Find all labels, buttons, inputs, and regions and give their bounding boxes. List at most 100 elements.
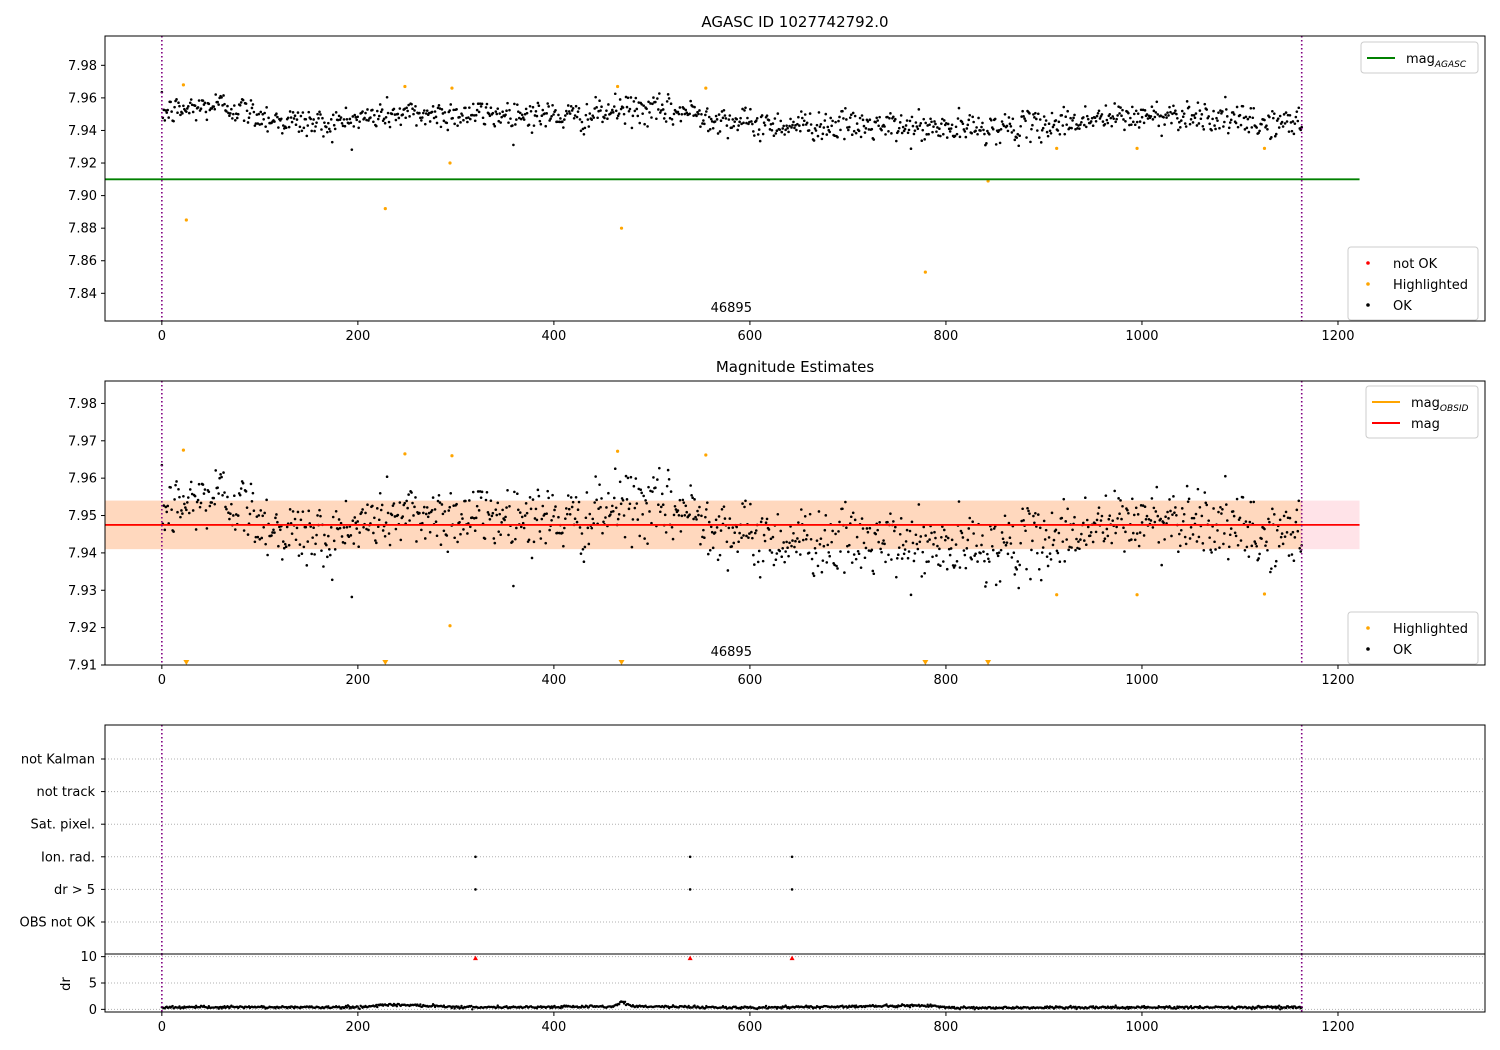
- agasc-ok-point: [1156, 113, 1160, 116]
- estimates-ok-point: [290, 532, 294, 535]
- estimates-ok-point: [260, 536, 264, 540]
- agasc-ok-point: [396, 112, 400, 116]
- estimates-ok-point: [1086, 525, 1090, 529]
- agasc-ok-point: [172, 119, 175, 123]
- agasc-ok-point: [533, 114, 537, 117]
- estimates-ok-point: [822, 544, 826, 548]
- estimates-ok-point: [944, 535, 948, 538]
- estimates-ok-point: [311, 536, 314, 539]
- estimates-ok-point: [573, 517, 577, 520]
- estimates-ok-point: [1060, 516, 1064, 520]
- estimates-ok-point: [524, 502, 528, 505]
- estimates-ok-point: [254, 535, 258, 539]
- estimates-ok-point: [594, 475, 597, 478]
- estimates-ok-point: [922, 525, 926, 529]
- estimates-ok-point: [1056, 551, 1060, 555]
- agasc-ok-point: [810, 131, 814, 135]
- agasc-ok-point: [462, 118, 465, 122]
- agasc-ok-point: [813, 127, 817, 130]
- agasc-ok-point: [236, 112, 240, 116]
- agasc-ok-point: [727, 118, 731, 121]
- estimates-ok-point: [223, 491, 226, 494]
- agasc-ok-point: [421, 116, 424, 119]
- flags-category-label: dr > 5: [54, 883, 95, 898]
- estimates-ok-point: [1258, 552, 1261, 556]
- agasc-ok-point: [472, 114, 476, 117]
- agasc-ok-point: [967, 118, 971, 122]
- estimates-ok-point: [1082, 521, 1085, 525]
- agasc-ok-point: [616, 114, 620, 118]
- estimates-ok-point: [722, 505, 726, 508]
- estimates-ok-point: [1145, 514, 1149, 518]
- estimates-ok-point: [1055, 549, 1059, 553]
- estimates-ok-point: [863, 556, 867, 560]
- agasc-ok-point: [600, 105, 603, 109]
- estimates-ok-point: [295, 526, 299, 530]
- agasc-ok-point: [596, 116, 599, 120]
- estimates-ok-point: [791, 539, 794, 542]
- dr-point: [764, 1004, 768, 1008]
- agasc-ok-point: [1169, 110, 1172, 114]
- agasc-ok-point: [332, 123, 336, 127]
- agasc-ok-point: [1033, 116, 1036, 119]
- estimates-ok-point: [701, 535, 704, 539]
- agasc-ok-point: [1210, 128, 1213, 132]
- estimates-ok-point: [1202, 549, 1206, 552]
- estimates-ok-point: [1114, 531, 1117, 535]
- agasc-ok-point: [593, 107, 596, 110]
- agasc-highlighted-point: [448, 161, 452, 165]
- estimates-ok-point: [1228, 533, 1232, 537]
- 3-xtick-label: 200: [345, 1020, 370, 1035]
- estimates-ok-point: [263, 511, 266, 515]
- estimates-ok-point: [1005, 541, 1009, 544]
- agasc-ok-point: [798, 124, 801, 127]
- flags-category-label: Ion. rad.: [41, 850, 95, 865]
- estimates-ok-point: [649, 489, 652, 493]
- estimates-ok-point: [213, 502, 217, 506]
- estimates-ok-point: [980, 543, 983, 547]
- agasc-ok-point: [558, 120, 561, 124]
- estimates-ok-point: [982, 550, 985, 553]
- agasc-ok-point: [1023, 117, 1026, 120]
- estimates-ok-point: [583, 545, 587, 549]
- estimates-ok-point: [1198, 506, 1202, 509]
- estimates-ok-point: [283, 542, 287, 546]
- estimates-ok-point: [1137, 544, 1141, 548]
- estimates-ok-point: [262, 525, 265, 529]
- estimates-ok-point: [887, 553, 890, 557]
- estimates-ok-point: [204, 509, 208, 512]
- estimates-ok-point: [1047, 536, 1051, 539]
- agasc-ok-point: [418, 111, 421, 115]
- estimates-ok-point: [1169, 509, 1172, 513]
- agasc-ok-point: [292, 117, 296, 120]
- dr-point: [1126, 1005, 1129, 1009]
- agasc-ok-point: [443, 111, 447, 114]
- agasc-ok-point: [1191, 121, 1195, 124]
- agasc-ok-point: [805, 121, 809, 125]
- agasc-ok-point: [222, 94, 225, 97]
- agasc-ok-point: [427, 111, 431, 115]
- estimates-ok-point: [857, 552, 861, 556]
- estimates-ok-point: [193, 494, 197, 498]
- estimates-ok-point: [786, 546, 789, 549]
- agasc-ok-point: [500, 115, 503, 119]
- agasc-ok-point: [239, 101, 243, 104]
- agasc-ok-point: [494, 110, 498, 113]
- estimates-clipped-marker: [618, 660, 625, 665]
- estimates-ok-point: [183, 502, 186, 506]
- estimates-ok-point: [796, 537, 799, 540]
- estimates-ok-point: [909, 593, 913, 597]
- agasc-ok-point: [512, 143, 515, 147]
- agasc-ok-point: [304, 117, 308, 121]
- estimates-ok-point: [970, 557, 973, 561]
- estimates-ok-point: [680, 514, 684, 518]
- estimates-ok-point: [630, 545, 634, 549]
- agasc-ok-point: [229, 112, 232, 115]
- agasc-ok-point: [561, 120, 564, 124]
- estimates-ok-point: [489, 499, 493, 503]
- estimates-ok-point: [273, 531, 276, 534]
- agasc-ok-point: [581, 127, 585, 131]
- estimates-ok-point: [872, 572, 876, 576]
- agasc-ok-point: [319, 113, 322, 116]
- estimates-ok-point: [1297, 499, 1301, 503]
